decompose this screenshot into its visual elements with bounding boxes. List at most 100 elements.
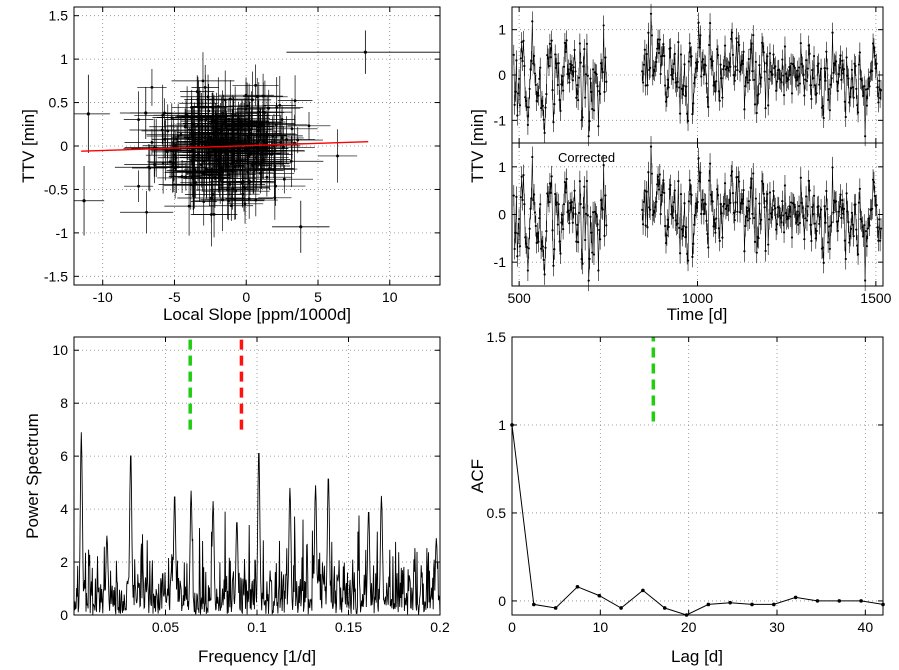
data-point: [147, 165, 151, 169]
x-axis-label: Time [d]: [667, 305, 728, 324]
acf-point: [837, 599, 842, 603]
data-point: [603, 234, 606, 238]
data-point: [289, 159, 293, 163]
data-point: [863, 224, 866, 227]
data-point: [241, 192, 245, 196]
data-point: [714, 90, 717, 93]
data-point: [775, 228, 778, 231]
data-point: [211, 105, 215, 109]
data-point: [552, 264, 555, 267]
data-point: [811, 205, 814, 209]
data-point: [521, 198, 524, 202]
data-point: [254, 83, 257, 87]
x-tick-label: 0: [508, 619, 516, 635]
data-point: [278, 104, 282, 107]
x-tick-label: 30: [769, 619, 785, 635]
acf-point: [532, 602, 536, 607]
data-point: [231, 187, 234, 191]
ttv-connecting-line: [513, 146, 882, 281]
data-point: [758, 64, 761, 67]
plot-frame: [73, 6, 441, 286]
data-point: [196, 170, 200, 174]
acf-point: [728, 600, 732, 605]
y-tick-label: -1.5: [44, 268, 68, 284]
data-point: [282, 145, 285, 149]
x-tick-label: 0.15: [335, 619, 362, 635]
data-point: [819, 67, 823, 70]
data-point: [150, 140, 154, 144]
data-point: [213, 147, 216, 151]
data-point: [664, 100, 668, 103]
data-point: [229, 204, 233, 208]
data-point: [827, 225, 831, 228]
data-point: [743, 108, 746, 111]
data-point: [206, 95, 210, 99]
y-tick-label: 8: [60, 395, 68, 411]
data-point: [598, 90, 601, 93]
data-point: [827, 87, 831, 91]
data-point: [543, 273, 546, 276]
data-point: [262, 139, 265, 143]
data-point: [539, 106, 543, 110]
data-point: [203, 136, 207, 140]
data-point: [673, 52, 676, 55]
ttv-time-series: [512, 3, 883, 292]
data-point: [243, 202, 247, 206]
x-tick-label: 0.1: [247, 619, 267, 635]
data-point: [179, 133, 183, 136]
outlier-point: [86, 112, 90, 116]
data-point: [822, 116, 825, 120]
y-axis-label: TTV [min]: [468, 109, 487, 183]
y-tick-label: 0.5: [487, 505, 507, 521]
data-point: [267, 149, 271, 153]
y-tick-label: 1: [498, 159, 506, 175]
data-point: [274, 184, 277, 188]
data-point: [644, 84, 647, 87]
data-point: [256, 125, 260, 129]
data-point: [192, 183, 196, 187]
acf-point: [619, 606, 623, 610]
data-point: [723, 44, 727, 47]
data-point: [571, 79, 574, 82]
acf-point: [706, 602, 711, 607]
data-point: [242, 185, 246, 189]
data-point: [573, 189, 576, 192]
data-point: [852, 96, 855, 99]
data-point: [571, 221, 574, 224]
data-point: [244, 107, 248, 111]
data-point: [679, 192, 683, 196]
data-point: [678, 112, 682, 115]
data-point: [556, 83, 559, 87]
x-tick-label: -10: [93, 289, 113, 305]
data-point: [175, 137, 179, 141]
data-point: [583, 185, 586, 188]
data-point: [651, 74, 654, 77]
data-point: [681, 234, 684, 238]
linear-fit-line: [81, 140, 369, 152]
data-point: [662, 43, 665, 46]
data-point: [671, 78, 675, 81]
y-tick-label: -1: [494, 254, 507, 270]
data-point: [878, 218, 881, 221]
data-point: [822, 261, 825, 264]
data-point: [746, 219, 750, 222]
x-tick-label: 0: [242, 289, 250, 305]
data-point: [290, 127, 294, 131]
data-point: [790, 92, 794, 95]
data-point: [221, 176, 225, 180]
data-point: [599, 62, 603, 65]
x-tick-label: 10: [382, 289, 398, 305]
data-point: [296, 138, 300, 142]
data-point: [137, 184, 140, 188]
data-point: [719, 202, 722, 206]
data-point: [550, 175, 553, 178]
data-point: [239, 121, 243, 125]
acf-point: [662, 606, 667, 610]
y-tick-label: -0.5: [44, 181, 68, 197]
y-axis-label: TTV [min]: [19, 109, 38, 183]
data-point: [248, 180, 252, 184]
y-tick-label: 10: [52, 342, 68, 358]
data-point: [803, 94, 806, 97]
data-point: [160, 128, 164, 132]
